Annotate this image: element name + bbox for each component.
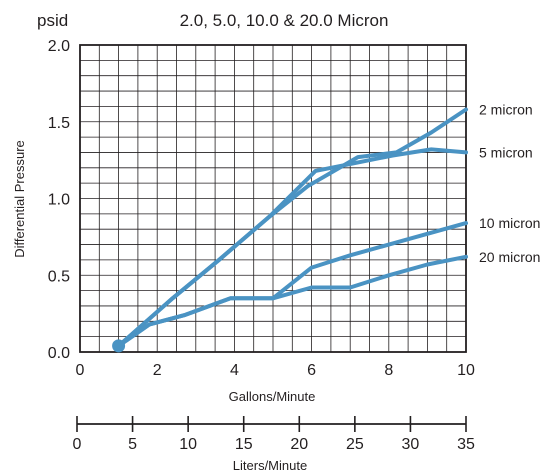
chart-title: 2.0, 5.0, 10.0 & 20.0 Micron [180, 11, 389, 30]
x2-tick-label: 30 [402, 436, 420, 453]
series-label: 20 micron [479, 249, 540, 265]
x-tick-label: 10 [457, 362, 475, 379]
x2-tick-label: 25 [346, 436, 364, 453]
series-lines [112, 107, 468, 353]
secondary-axis: 0 5 10 15 20 25 30 35 [73, 416, 475, 453]
tick-labels: 0 2 4 6 8 10 0.0 0.5 1.0 1.5 2.0 [48, 38, 475, 379]
x2-axis-label: Liters/Minute [233, 458, 307, 473]
x-tick-label: 0 [76, 362, 85, 379]
x2-tick-label: 20 [290, 436, 308, 453]
x2-tick-label: 35 [457, 436, 475, 453]
start-point-marker [112, 339, 126, 353]
x-tick-label: 8 [384, 362, 393, 379]
y-axis-label: Differential Pressure [12, 140, 27, 258]
x-tick-label: 2 [153, 362, 162, 379]
y-tick-label: 2.0 [48, 38, 70, 55]
x-axis-label: Gallons/Minute [229, 389, 316, 404]
series-line [116, 254, 468, 348]
series-line [116, 147, 468, 348]
y-tick-label: 1.5 [48, 115, 70, 132]
y-tick-label: 1.0 [48, 192, 70, 209]
y-tick-label: 0.0 [48, 345, 70, 362]
x-tick-label: 6 [307, 362, 316, 379]
series-label: 10 micron [479, 215, 540, 231]
x2-tick-label: 10 [179, 436, 197, 453]
y-unit-label: psid [37, 11, 68, 30]
y-tick-label: 0.5 [48, 268, 70, 285]
x2-tick-label: 5 [128, 436, 137, 453]
x2-tick-label: 0 [73, 436, 82, 453]
series-label: 5 micron [479, 144, 533, 160]
series-label: 2 micron [479, 101, 533, 117]
plot-grid [79, 44, 467, 353]
x2-tick-label: 15 [235, 436, 253, 453]
x-tick-label: 4 [230, 362, 239, 379]
series-labels: 2 micron 5 micron 10 micron 20 micron [479, 101, 540, 264]
plot-frame [79, 44, 467, 353]
